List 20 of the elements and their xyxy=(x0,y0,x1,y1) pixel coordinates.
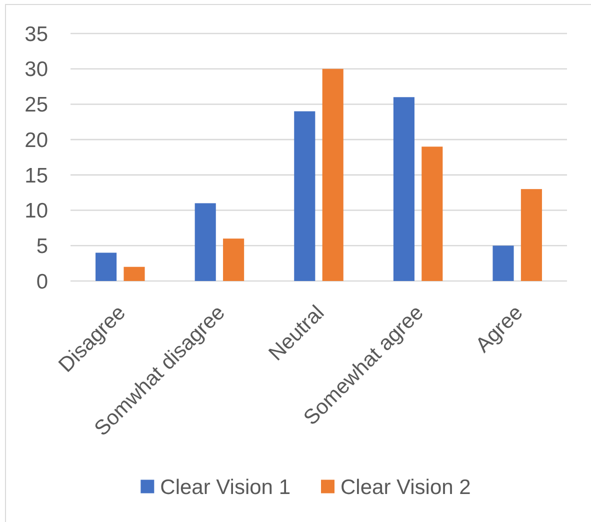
bar xyxy=(194,203,216,281)
bar xyxy=(96,252,117,281)
y-tick-label: 25 xyxy=(24,94,48,117)
bar xyxy=(322,68,344,281)
bar xyxy=(520,189,542,281)
y-tick-label: 5 xyxy=(36,234,48,258)
bar xyxy=(223,238,244,281)
bar xyxy=(422,146,443,281)
y-tick-label: 10 xyxy=(24,200,48,223)
y-tick-label: 30 xyxy=(24,58,48,82)
bar xyxy=(124,266,145,281)
bar xyxy=(492,246,514,281)
y-tick-label: 0 xyxy=(36,270,48,294)
bar xyxy=(393,97,414,281)
legend-label: Clear Vision 2 xyxy=(340,476,471,499)
bar xyxy=(294,111,316,281)
y-tick-label: 20 xyxy=(24,128,48,152)
legend-label: Clear Vision 1 xyxy=(160,476,291,499)
y-tick-label: 15 xyxy=(24,164,48,188)
y-tick-label: 35 xyxy=(24,22,48,46)
